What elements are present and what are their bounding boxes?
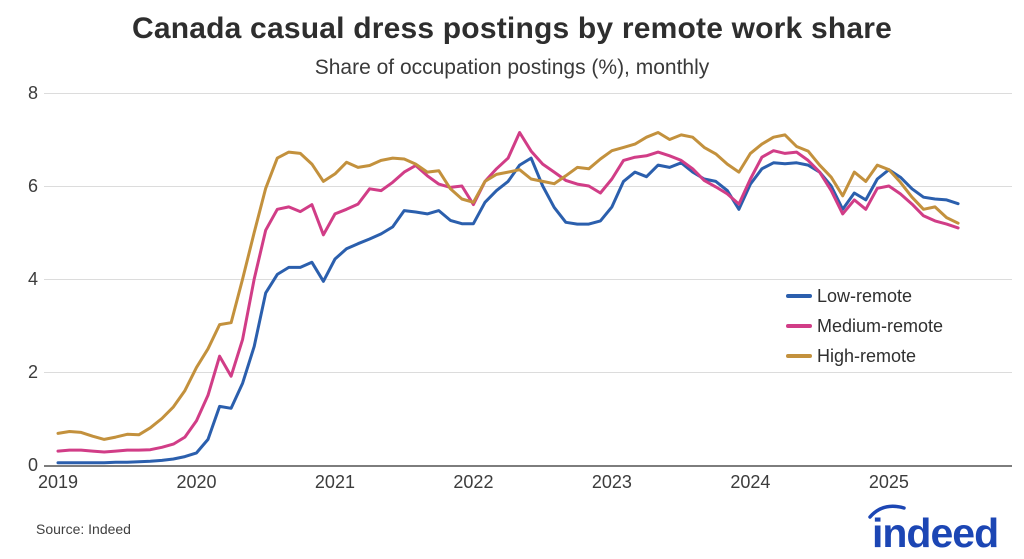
legend-item: Low-remote — [786, 281, 943, 311]
series-line-medium-remote — [56, 131, 960, 454]
legend-label: Medium-remote — [817, 315, 944, 336]
series-line-high-remote — [56, 131, 960, 441]
legend-item: Medium-remote — [786, 311, 943, 341]
y-tick-label: 0 — [27, 455, 38, 475]
x-tick-label: 2022 — [453, 472, 494, 492]
legend-label: High-remote — [817, 345, 917, 366]
legend-item: High-remote — [786, 341, 943, 371]
gridline — [44, 93, 1012, 94]
y-tick-label: 2 — [27, 362, 38, 382]
source-note: Source: Indeed — [36, 521, 131, 537]
x-axis-line — [44, 465, 1012, 467]
x-tick-label: 2019 — [37, 472, 79, 492]
gridline — [44, 186, 1012, 187]
chart-subtitle: Share of occupation postings (%), monthl… — [314, 56, 710, 79]
series-line-low-remote — [56, 156, 960, 465]
gridline — [44, 372, 1012, 373]
chart-title: Canada casual dress postings by remote w… — [131, 12, 893, 45]
legend-swatch-icon — [786, 294, 812, 298]
indeed-logo: indeed — [866, 500, 1018, 556]
y-tick-label: 8 — [27, 83, 38, 103]
x-tick-label: 2024 — [730, 472, 771, 492]
x-tick-label: 2020 — [176, 472, 217, 492]
legend: Low-remote Medium-remote High-remote — [786, 281, 943, 371]
y-tick-label: 6 — [27, 176, 38, 196]
legend-label: Low-remote — [817, 285, 913, 306]
indeed-logo-text: indeed — [872, 510, 998, 555]
x-tick-label: 2023 — [591, 472, 632, 492]
indeed-logo-swoosh-icon — [868, 504, 906, 519]
gridline — [44, 279, 1012, 280]
x-tick-label: 2025 — [868, 472, 909, 492]
x-tick-label: 2021 — [314, 472, 355, 492]
legend-swatch-icon — [786, 354, 812, 358]
y-tick-label: 4 — [27, 269, 38, 289]
legend-swatch-icon — [786, 324, 812, 328]
